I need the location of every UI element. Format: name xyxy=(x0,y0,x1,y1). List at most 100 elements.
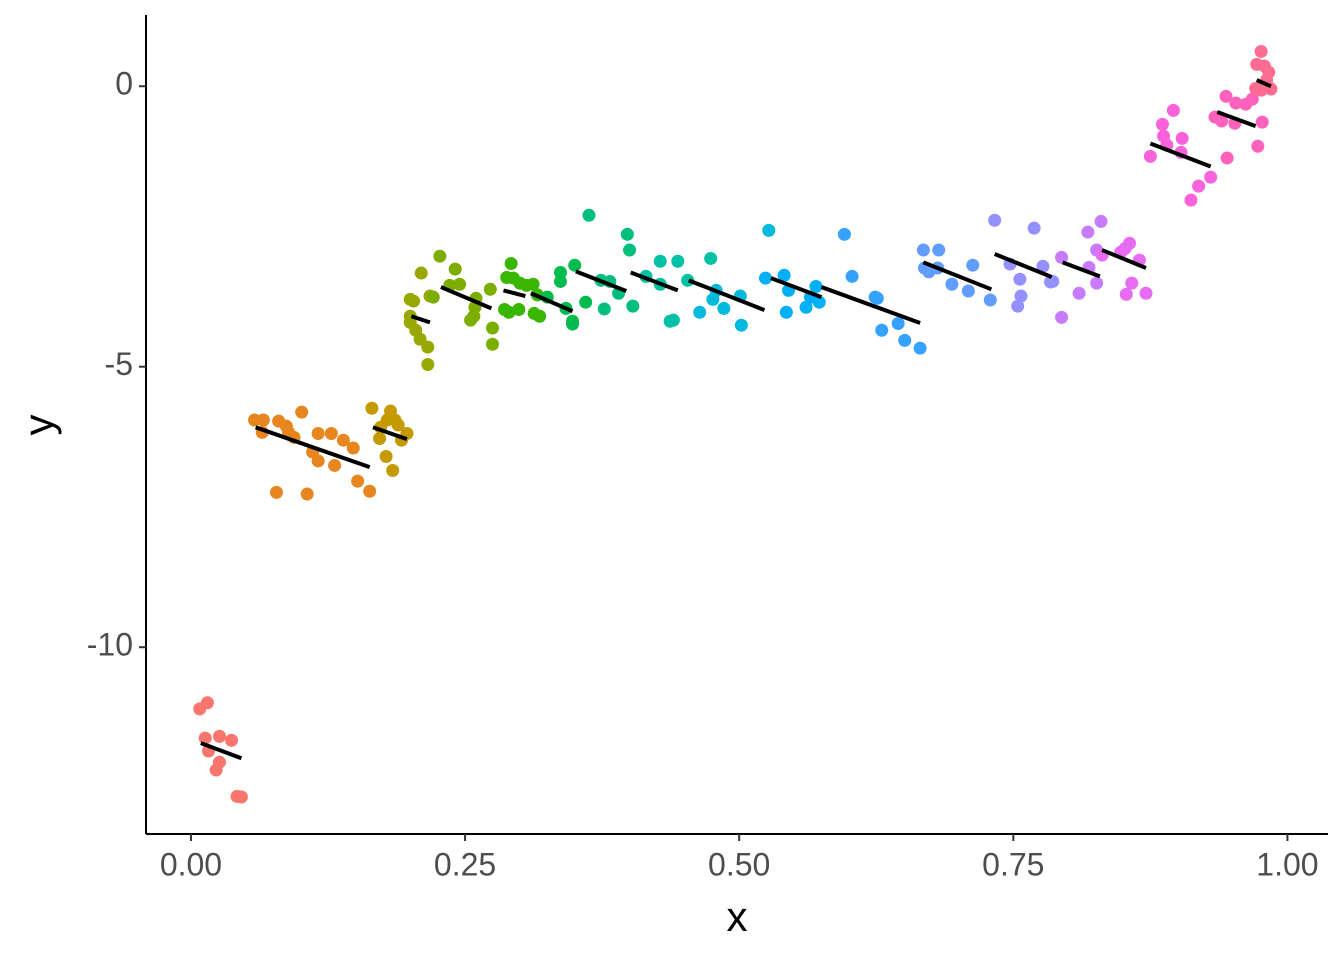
y-tick-label: -5 xyxy=(105,346,133,382)
fit-line xyxy=(440,285,493,311)
point xyxy=(961,284,975,298)
point xyxy=(898,333,912,347)
point xyxy=(269,485,283,499)
point xyxy=(1155,117,1169,131)
point xyxy=(1175,131,1189,145)
point xyxy=(1245,92,1259,106)
fit-line xyxy=(688,278,766,312)
point xyxy=(1081,225,1095,239)
point xyxy=(504,257,518,271)
fit-line xyxy=(770,276,823,300)
point xyxy=(932,243,946,257)
point xyxy=(311,454,325,468)
point xyxy=(311,426,325,440)
point xyxy=(693,305,707,319)
point xyxy=(812,295,826,309)
fit-line xyxy=(820,285,921,325)
point xyxy=(365,401,379,415)
point xyxy=(983,293,997,307)
x-tick-label: 0.00 xyxy=(160,846,222,882)
point xyxy=(426,290,440,304)
point xyxy=(620,227,634,241)
point xyxy=(448,262,462,276)
point xyxy=(234,790,248,804)
fit-line xyxy=(1255,78,1272,89)
fit-line xyxy=(629,270,679,293)
point xyxy=(379,449,393,463)
point xyxy=(1013,272,1027,286)
point xyxy=(1125,276,1139,290)
point xyxy=(1094,214,1108,228)
point xyxy=(485,321,499,335)
point xyxy=(623,243,637,257)
x-tick-label: 0.75 xyxy=(982,846,1044,882)
point xyxy=(1036,259,1050,273)
point xyxy=(407,294,421,308)
point xyxy=(1254,83,1268,97)
point xyxy=(209,763,223,777)
point xyxy=(324,426,338,440)
point xyxy=(433,249,447,263)
point xyxy=(566,317,580,331)
point xyxy=(868,290,882,304)
point xyxy=(875,323,889,337)
x-tick-label: 0.25 xyxy=(434,846,496,882)
point xyxy=(809,280,823,294)
point xyxy=(1072,286,1086,300)
point xyxy=(256,413,270,427)
point xyxy=(1192,179,1206,193)
point xyxy=(1204,170,1218,184)
point xyxy=(966,258,980,272)
point xyxy=(198,731,212,745)
point xyxy=(1027,221,1041,235)
fit-line xyxy=(575,269,627,293)
point xyxy=(916,243,930,257)
point xyxy=(1251,139,1265,153)
fit-line xyxy=(372,425,408,441)
fit-line xyxy=(1216,110,1257,128)
point xyxy=(526,277,540,291)
point xyxy=(300,487,314,501)
x-tick-label: 0.50 xyxy=(708,846,770,882)
point xyxy=(837,227,851,241)
point xyxy=(421,357,435,371)
point xyxy=(1219,89,1233,103)
point xyxy=(704,251,718,265)
point xyxy=(1143,149,1157,163)
point xyxy=(1090,276,1104,290)
point xyxy=(533,309,547,323)
point xyxy=(328,458,342,472)
point xyxy=(626,299,640,313)
x-axis-title: x xyxy=(727,893,748,940)
point xyxy=(1184,193,1198,207)
point xyxy=(1139,286,1153,300)
point xyxy=(212,729,226,743)
fit-line xyxy=(254,425,371,470)
point xyxy=(671,254,685,268)
point xyxy=(1119,287,1133,301)
point xyxy=(553,265,567,279)
point xyxy=(346,441,360,455)
point xyxy=(453,277,467,291)
point xyxy=(582,208,596,222)
y-tick-label: -10 xyxy=(87,627,133,663)
fit-line xyxy=(200,741,243,761)
point xyxy=(777,268,791,282)
point xyxy=(759,271,773,285)
point xyxy=(1255,115,1269,129)
point xyxy=(464,313,478,327)
point xyxy=(845,269,859,283)
fit-line xyxy=(993,252,1053,279)
point xyxy=(363,484,377,498)
point xyxy=(1166,103,1180,117)
point xyxy=(1229,96,1243,110)
point xyxy=(653,254,667,268)
point xyxy=(483,282,497,296)
fit-line xyxy=(1061,260,1101,279)
point xyxy=(1014,289,1028,303)
point xyxy=(681,273,695,287)
fit-line xyxy=(410,314,431,325)
point xyxy=(988,213,1002,227)
